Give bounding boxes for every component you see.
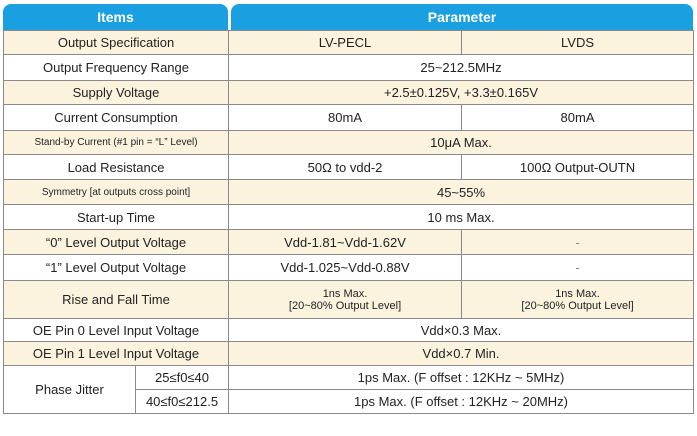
header-items: Items [3, 4, 228, 30]
cell-value: 1ps Max. (F offset : 12KHz ~ 20MHz) [228, 389, 695, 414]
cell-value: Vdd×0.7 Min. [228, 341, 695, 366]
row-label: “0” Level Output Voltage [2, 229, 230, 255]
table-row: Load Resistance 50Ω to vdd-2 100Ω Output… [2, 154, 695, 180]
rise-fall-lvds-note: [20~80% Output Level] [521, 299, 634, 312]
cell-value: - [461, 229, 695, 255]
row-label: Stand-by Current (#1 pin = “L” Level) [2, 130, 230, 155]
cell-value: 50Ω to vdd-2 [228, 154, 463, 180]
table-row: Current Consumption 80mA 80mA [2, 104, 695, 131]
row-label: Rise and Fall Time [2, 280, 230, 319]
cell-value: LV-PECL [228, 30, 463, 55]
table-row: 40≤f0≤212.5 1ps Max. (F offset : 12KHz ~… [4, 389, 695, 414]
table-row: Stand-by Current (#1 pin = “L” Level) 10… [2, 130, 695, 155]
table-header: Items Parameter [3, 4, 693, 30]
cell-value: 80mA [228, 104, 463, 131]
cell-value: 1ps Max. (F offset : 12KHz ~ 5MHz) [228, 365, 695, 390]
row-label: Symmetry [at outputs cross point] [2, 179, 230, 205]
row-label: Current Consumption [2, 104, 230, 131]
table-row: Output Frequency Range 25~212.5MHz [2, 54, 695, 81]
cell-value: - [461, 254, 695, 281]
table-row: “0” Level Output Voltage Vdd-1.81~Vdd-1.… [2, 229, 695, 255]
cell-value: Vdd-1.81~Vdd-1.62V [228, 229, 463, 255]
cell-value: 45~55% [228, 179, 695, 205]
table-row: “1” Level Output Voltage Vdd-1.025~Vdd-0… [2, 254, 695, 281]
row-label: Phase Jitter [3, 365, 136, 414]
jitter-range: 40≤f0≤212.5 [134, 389, 230, 414]
rise-fall-lvpecl-note: [20~80% Output Level] [288, 299, 402, 312]
spec-table-container: Items Parameter Output Specification LV-… [2, 4, 695, 414]
row-label: Load Resistance [2, 154, 230, 180]
row-label: Start-up Time [2, 204, 230, 230]
rise-fall-lvpecl-max: 1ns Max. [322, 287, 368, 300]
cell-value: 1ns Max. [20~80% Output Level] [228, 280, 463, 319]
row-label: Output Specification [2, 30, 230, 55]
cell-value: +2.5±0.125V, +3.3±0.165V [228, 80, 695, 105]
table-row: Symmetry [at outputs cross point] 45~55% [2, 179, 695, 205]
row-label: “1” Level Output Voltage [2, 254, 230, 281]
rise-fall-lvds-max: 1ns Max. [555, 287, 600, 300]
table-row: Supply Voltage +2.5±0.125V, +3.3±0.165V [2, 80, 695, 105]
table-row: Start-up Time 10 ms Max. [2, 204, 695, 230]
cell-value: 10 ms Max. [228, 204, 695, 230]
table-row: Phase Jitter 25≤f0≤40 1ps Max. (F offset… [3, 365, 695, 414]
table-row: Output Specification LV-PECL LVDS [2, 30, 695, 55]
row-label: OE Pin 0 Level Input Voltage [2, 318, 230, 342]
cell-value: 80mA [461, 104, 695, 131]
jitter-range: 25≤f0≤40 [134, 365, 230, 390]
row-label: OE Pin 1 Level Input Voltage [2, 341, 230, 366]
cell-value: 10μA Max. [228, 130, 695, 155]
cell-value: LVDS [461, 30, 695, 55]
table-row: OE Pin 0 Level Input Voltage Vdd×0.3 Max… [2, 318, 695, 342]
table-row: OE Pin 1 Level Input Voltage Vdd×0.7 Min… [2, 341, 695, 366]
row-label: Output Frequency Range [2, 54, 230, 81]
row-label: Supply Voltage [2, 80, 230, 105]
cell-value: Vdd×0.3 Max. [228, 318, 695, 342]
table-row: Rise and Fall Time 1ns Max. [20~80% Outp… [2, 280, 695, 319]
spec-table: Output Specification LV-PECL LVDS Output… [2, 30, 695, 414]
cell-value: Vdd-1.025~Vdd-0.88V [228, 254, 463, 281]
cell-value: 100Ω Output-OUTN [461, 154, 695, 180]
cell-value: 1ns Max. [20~80% Output Level] [461, 280, 695, 319]
cell-value: 25~212.5MHz [228, 54, 695, 81]
header-parameter: Parameter [231, 4, 693, 30]
